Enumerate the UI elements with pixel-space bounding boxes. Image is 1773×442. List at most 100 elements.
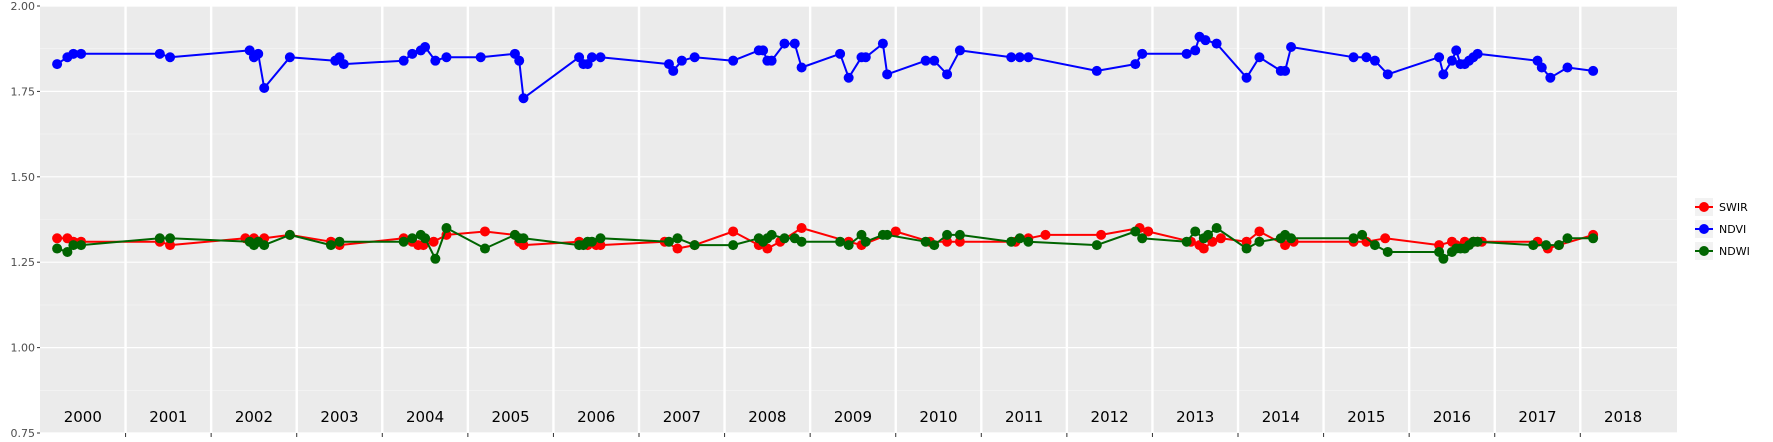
data-point-swir — [1241, 236, 1252, 247]
data-point-ndvi — [942, 69, 953, 80]
data-point-swir — [672, 243, 683, 254]
year-label: 2013 — [1176, 408, 1214, 426]
data-point-ndwi — [1137, 233, 1148, 244]
data-point-ndwi — [518, 233, 529, 244]
data-point-ndwi — [860, 236, 871, 247]
legend-key-marker — [1699, 224, 1709, 234]
data-point-ndvi — [1286, 41, 1297, 52]
data-point-ndwi — [663, 236, 674, 247]
data-point-ndvi — [1181, 48, 1192, 59]
data-point-ndvi — [1536, 62, 1547, 73]
data-point-ndvi — [843, 72, 854, 83]
year-label: 2017 — [1518, 408, 1556, 426]
data-point-ndvi — [1588, 65, 1599, 76]
data-point-ndvi — [929, 55, 940, 66]
data-point-ndwi — [1130, 226, 1141, 237]
data-point-ndvi — [154, 48, 165, 59]
data-point-ndwi — [1472, 236, 1483, 247]
data-point-swir — [1143, 226, 1154, 237]
data-point-ndvi — [1451, 45, 1462, 56]
data-point-ndwi — [325, 240, 336, 251]
major-gridlines — [40, 5, 1677, 434]
data-point-ndvi — [441, 52, 452, 63]
data-point-swir — [428, 236, 439, 247]
data-point-ndvi — [338, 59, 349, 70]
data-point-swir — [942, 236, 953, 247]
data-point-ndvi — [284, 52, 295, 63]
y-tick-label: 1.50 — [11, 171, 36, 184]
data-point-ndwi — [835, 236, 846, 247]
data-point-ndvi — [860, 52, 871, 63]
data-point-ndvi — [1137, 48, 1148, 59]
data-point-swir — [796, 223, 807, 234]
data-point-swir — [52, 233, 63, 244]
data-point-ndvi — [595, 52, 606, 63]
data-point-ndwi — [1006, 236, 1017, 247]
data-point-ndvi — [758, 45, 769, 56]
year-label: 2016 — [1433, 408, 1471, 426]
data-point-ndvi — [514, 55, 525, 66]
series-layer — [52, 31, 1599, 264]
data-point-ndvi — [728, 55, 739, 66]
data-point-ndwi — [1286, 233, 1297, 244]
data-point-ndwi — [1203, 229, 1214, 240]
data-point-ndwi — [1382, 246, 1393, 257]
year-label: 2009 — [834, 408, 872, 426]
data-point-swir — [728, 226, 739, 237]
data-point-ndvi — [1434, 52, 1445, 63]
data-point-ndvi — [1211, 38, 1222, 49]
data-point-ndwi — [1091, 240, 1102, 251]
data-point-ndwi — [595, 233, 606, 244]
year-label: 2010 — [919, 408, 957, 426]
y-tick-label: 2.00 — [11, 0, 36, 13]
data-point-ndwi — [259, 240, 270, 251]
x-axis — [125, 433, 1581, 437]
minor-gridlines — [40, 48, 1677, 391]
data-point-ndvi — [76, 48, 87, 59]
year-label: 2002 — [235, 408, 273, 426]
data-point-ndwi — [929, 240, 940, 251]
data-point-ndwi — [728, 240, 739, 251]
data-point-ndwi — [1357, 229, 1368, 240]
data-point-ndwi — [430, 253, 441, 264]
data-point-ndwi — [1438, 253, 1449, 264]
data-point-ndvi — [259, 82, 270, 93]
data-point-ndwi — [284, 229, 295, 240]
data-point-ndwi — [954, 229, 965, 240]
data-point-ndwi — [1190, 226, 1201, 237]
data-point-ndvi — [1348, 52, 1359, 63]
data-point-ndwi — [334, 236, 345, 247]
data-point-ndvi — [1241, 72, 1252, 83]
data-point-swir — [1434, 240, 1445, 251]
data-point-swir — [1198, 243, 1209, 254]
data-point-ndvi — [1361, 52, 1372, 63]
data-point-swir — [1040, 229, 1051, 240]
data-point-swir — [1096, 229, 1107, 240]
data-point-ndwi — [882, 229, 893, 240]
data-point-ndwi — [1181, 236, 1192, 247]
data-point-ndvi — [779, 38, 790, 49]
data-point-ndwi — [52, 243, 63, 254]
year-label: 2014 — [1262, 408, 1300, 426]
data-point-ndvi — [1280, 65, 1291, 76]
data-point-swir — [1254, 226, 1265, 237]
year-label: 2004 — [406, 408, 444, 426]
data-point-ndwi — [1588, 233, 1599, 244]
year-dividers — [124, 6, 1582, 433]
data-point-ndvi — [253, 48, 264, 59]
legend-key-marker — [1699, 202, 1709, 212]
year-labels: 2000 2001 2002 2003 2004 2005 2006 2007 2008 2009… — [64, 408, 1642, 426]
data-point-ndvi — [689, 52, 700, 63]
data-point-ndwi — [407, 233, 418, 244]
data-point-ndwi — [1254, 236, 1265, 247]
y-tick-label: 1.25 — [11, 256, 36, 269]
year-label: 2012 — [1091, 408, 1129, 426]
data-point-swir — [165, 240, 176, 251]
data-point-ndvi — [882, 69, 893, 80]
legend: SWIR NDVI NDWI — [1695, 198, 1750, 260]
legend-key-marker — [1699, 246, 1709, 256]
data-point-ndvi — [668, 65, 679, 76]
data-point-ndvi — [475, 52, 486, 63]
data-point-ndvi — [1130, 59, 1141, 70]
